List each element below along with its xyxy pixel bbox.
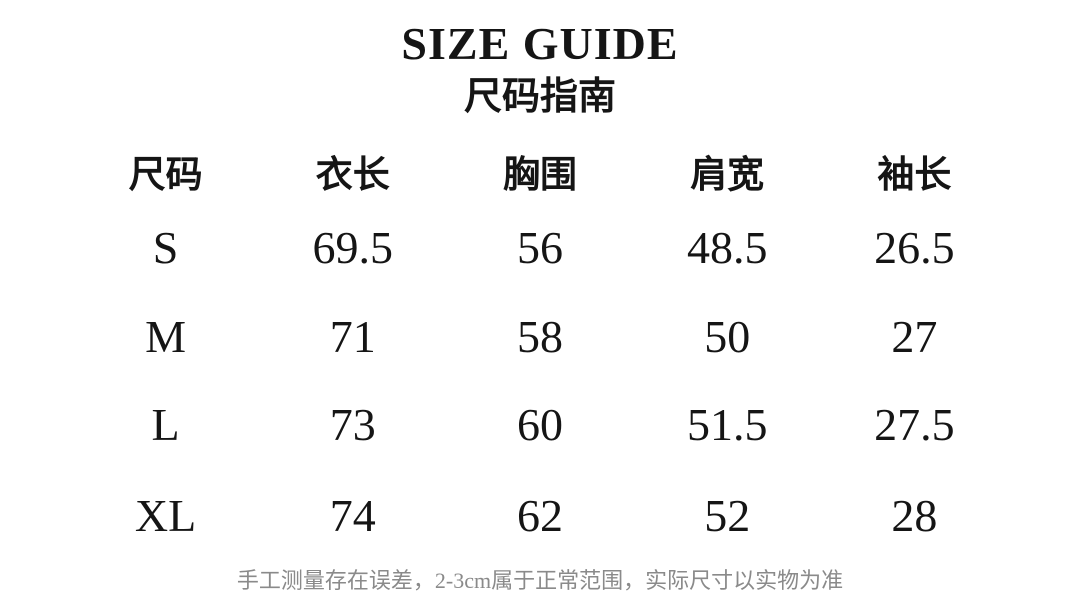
table-value: 62 (516, 489, 563, 541)
size-label: XL (134, 489, 197, 541)
page-title: SIZE GUIDE (401, 18, 679, 69)
table-value: 51.5 (686, 398, 768, 450)
table-value: 28 (891, 489, 938, 541)
column-header-size: 尺码 (128, 155, 203, 196)
table-value: 52 (704, 489, 751, 541)
page-subtitle: 尺码指南 (463, 76, 616, 118)
column-header-length: 衣长 (315, 155, 390, 196)
table-value: 27 (891, 310, 938, 362)
column-header-chest: 胸围 (502, 155, 577, 196)
size-label: M (145, 310, 187, 362)
table-value: 27.5 (874, 398, 955, 450)
size-label: S (152, 221, 179, 273)
table-value: 50 (704, 310, 751, 362)
table-value: 58 (516, 310, 563, 362)
table-value: 73 (329, 398, 376, 450)
table-value: 69.5 (312, 221, 394, 273)
table-value: 60 (516, 398, 563, 450)
size-label: L (151, 398, 180, 450)
table-value: 56 (516, 221, 563, 273)
table-value: 71 (329, 310, 376, 362)
table-value: 74 (329, 489, 376, 541)
column-header-sleeve: 袖长 (877, 155, 952, 196)
measurement-disclaimer: 手工测量存在误差，2-3cm属于正常范围，实际尺寸以实物为准 (236, 568, 844, 593)
table-value: 48.5 (686, 221, 768, 273)
column-header-shoulder: 肩宽 (690, 155, 765, 196)
table-value: 26.5 (874, 221, 955, 273)
size-table: 尺码 衣长 胸围 肩宽 袖长 S 69.5 56 48.5 26.5 M 71 … (72, 140, 1008, 562)
